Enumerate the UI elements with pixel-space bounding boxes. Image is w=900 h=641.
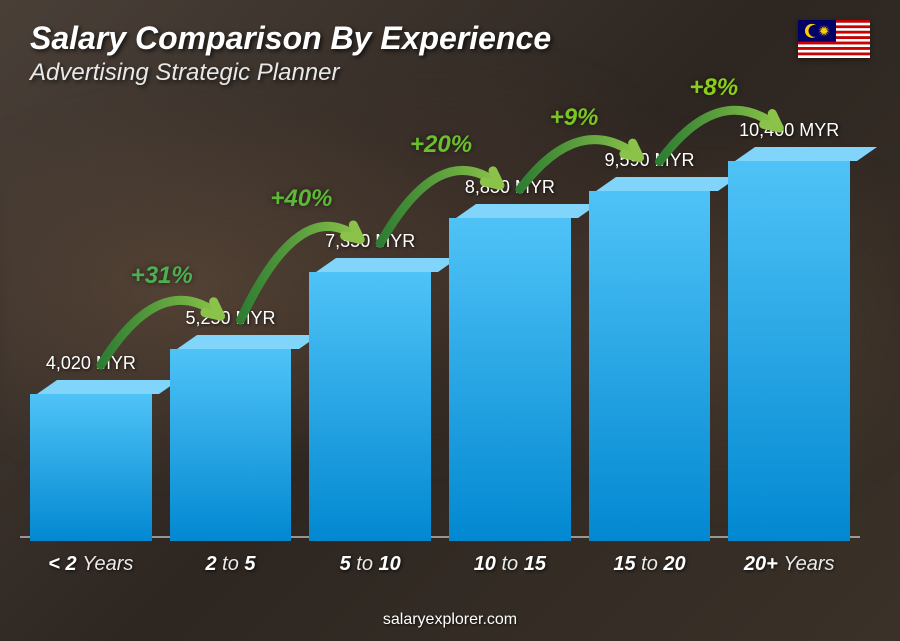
bar-group: 8,830 MYR 10 to 15 <box>449 177 571 576</box>
bar-group: 9,590 MYR 15 to 20 <box>589 150 711 576</box>
bar-value-label: 10,400 MYR <box>739 120 839 141</box>
footer-credit: salaryexplorer.com <box>0 611 900 629</box>
bar-group: 10,400 MYR 20+ Years <box>728 120 850 576</box>
bar-value-label: 5,250 MYR <box>185 308 275 329</box>
bar-category-label: 20+ Years <box>744 553 835 576</box>
increase-percent-label: +20% <box>410 131 472 159</box>
bar-category-label: 15 to 20 <box>613 553 685 576</box>
increase-arrow: +9% <box>30 96 850 576</box>
bar-value-label: 4,020 MYR <box>46 353 136 374</box>
bar-value-label: 8,830 MYR <box>465 177 555 198</box>
bar <box>309 258 431 541</box>
bar-category-label: < 2 Years <box>48 553 133 576</box>
increase-arrow: +31% <box>30 96 850 576</box>
increase-percent-label: +9% <box>550 104 599 132</box>
bar-value-label: 9,590 MYR <box>605 150 695 171</box>
page-title: Salary Comparison By Experience <box>30 20 870 57</box>
infographic-container: Salary Comparison By Experience Advertis… <box>0 0 900 641</box>
bar-group: 4,020 MYR < 2 Years <box>30 353 152 576</box>
bar-category-label: 10 to 15 <box>474 553 546 576</box>
page-subtitle: Advertising Strategic Planner <box>30 59 870 87</box>
bar-group: 7,350 MYR 5 to 10 <box>309 231 431 576</box>
bar-category-label: 5 to 10 <box>340 553 401 576</box>
flag-icon <box>798 20 870 58</box>
increase-percent-label: +40% <box>270 185 332 213</box>
bar <box>170 335 292 541</box>
bar-category-label: 2 to 5 <box>205 553 255 576</box>
increase-arrow: +40% <box>30 96 850 576</box>
increase-arrow: +8% <box>30 96 850 576</box>
bar <box>728 147 850 541</box>
increase-percent-label: +31% <box>131 262 193 290</box>
bar-group: 5,250 MYR 2 to 5 <box>170 308 292 576</box>
bar-value-label: 7,350 MYR <box>325 231 415 252</box>
bar <box>30 380 152 541</box>
bar <box>589 177 711 541</box>
bar <box>449 204 571 541</box>
bar-chart: 4,020 MYR < 2 Years 5,250 MYR 2 to 5 7,350 M… <box>30 96 850 576</box>
increase-arrow: +20% <box>30 96 850 576</box>
